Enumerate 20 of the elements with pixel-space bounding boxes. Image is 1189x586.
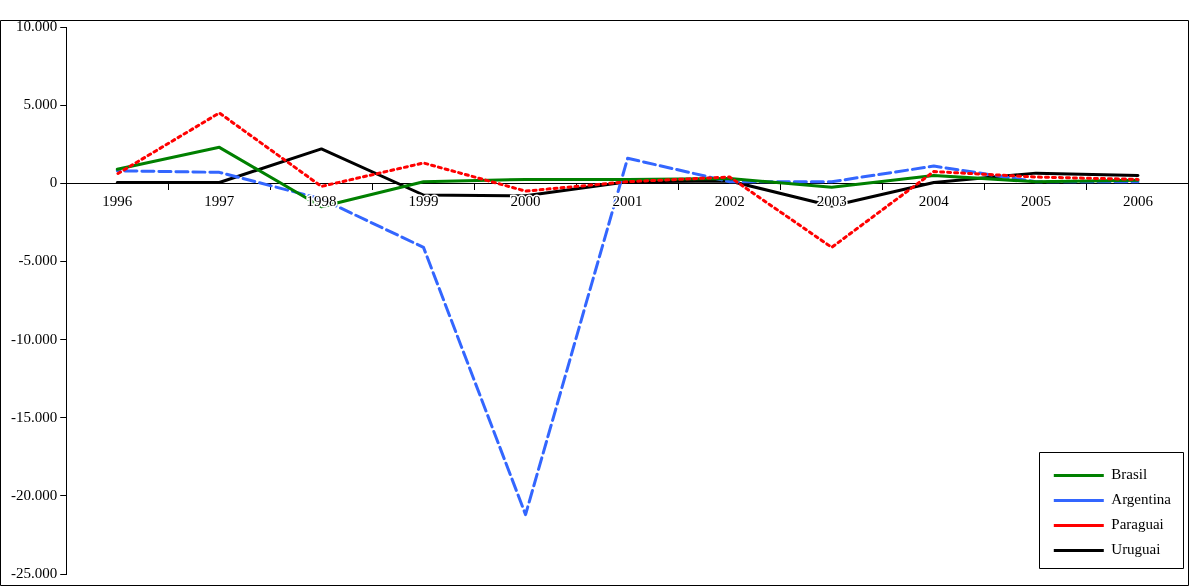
x-tick-label: 2005 bbox=[1020, 193, 1051, 210]
y-tick-label: 5.000 bbox=[23, 96, 58, 113]
y-tick-label: 10.000 bbox=[16, 17, 58, 34]
y-tick-label: -10.000 bbox=[11, 330, 58, 347]
legend-label: Paraguai bbox=[1111, 516, 1164, 533]
y-tick-label: 0 bbox=[49, 174, 58, 191]
legend-label: Uruguai bbox=[1111, 541, 1161, 558]
y-tick-label: -20.000 bbox=[11, 486, 58, 503]
x-tick-label: 1999 bbox=[408, 193, 439, 210]
x-tick-label: 2004 bbox=[918, 193, 950, 210]
x-tick-label: 2000 bbox=[510, 193, 541, 210]
y-tick-label: -15.000 bbox=[11, 408, 58, 425]
x-tick-label: 1996 bbox=[102, 193, 133, 210]
x-tick-label: 1997 bbox=[204, 193, 235, 210]
y-tick-label: -5.000 bbox=[18, 252, 58, 269]
x-tick-label: 2006 bbox=[1122, 193, 1154, 210]
legend-label: Brasil bbox=[1111, 466, 1148, 483]
legend-label: Argentina bbox=[1111, 491, 1172, 508]
x-tick-label: 2002 bbox=[714, 193, 745, 210]
y-tick-label: -25.000 bbox=[11, 564, 58, 581]
